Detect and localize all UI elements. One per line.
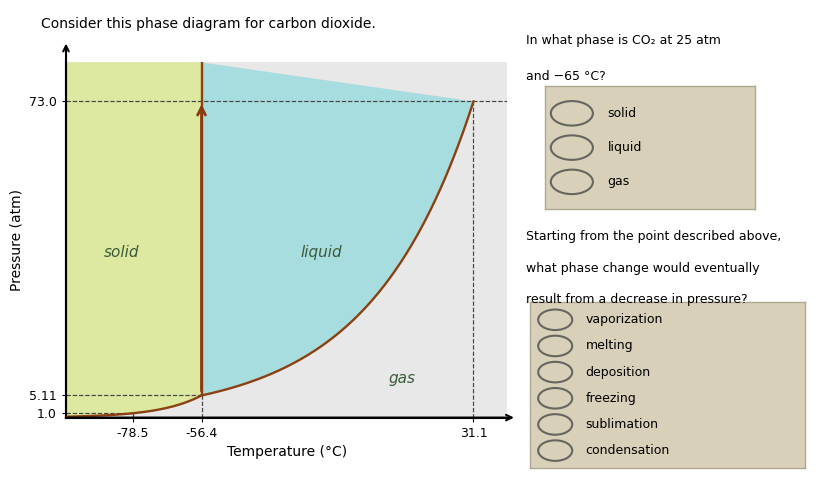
Text: In what phase is CO₂ at 25 atm: In what phase is CO₂ at 25 atm bbox=[526, 34, 721, 47]
Text: liquid: liquid bbox=[607, 141, 642, 154]
Text: deposition: deposition bbox=[586, 366, 651, 379]
Text: what phase change would eventually: what phase change would eventually bbox=[526, 262, 760, 275]
Y-axis label: Pressure (atm): Pressure (atm) bbox=[10, 189, 24, 291]
Text: vaporization: vaporization bbox=[586, 313, 662, 326]
Text: melting: melting bbox=[586, 339, 633, 352]
Text: gas: gas bbox=[607, 175, 629, 188]
Text: Consider this phase diagram for carbon dioxide.: Consider this phase diagram for carbon d… bbox=[41, 17, 376, 31]
Text: sublimation: sublimation bbox=[586, 418, 658, 431]
Text: solid: solid bbox=[607, 107, 637, 120]
Text: Starting from the point described above,: Starting from the point described above, bbox=[526, 230, 781, 243]
Polygon shape bbox=[201, 62, 474, 396]
Polygon shape bbox=[66, 62, 201, 418]
X-axis label: Temperature (°C): Temperature (°C) bbox=[227, 445, 346, 459]
Text: liquid: liquid bbox=[300, 245, 342, 261]
Text: condensation: condensation bbox=[586, 444, 670, 457]
Text: gas: gas bbox=[389, 371, 415, 386]
Text: freezing: freezing bbox=[586, 392, 636, 405]
Text: result from a decrease in pressure?: result from a decrease in pressure? bbox=[526, 293, 748, 306]
Text: and −65 °C?: and −65 °C? bbox=[526, 70, 606, 83]
Text: solid: solid bbox=[104, 245, 139, 261]
